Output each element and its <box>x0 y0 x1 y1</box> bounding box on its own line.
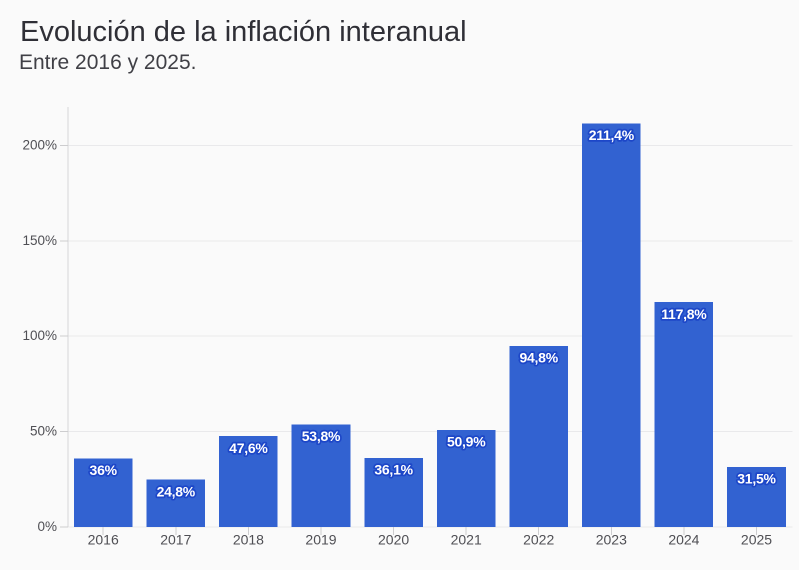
svg-text:47,6%: 47,6% <box>229 440 268 456</box>
svg-text:31,5%: 31,5% <box>737 471 776 487</box>
svg-text:24,8%: 24,8% <box>157 483 196 499</box>
svg-text:36%: 36% <box>90 462 118 478</box>
svg-text:50%: 50% <box>30 424 57 439</box>
svg-text:53,8%: 53,8% <box>302 428 341 444</box>
svg-text:200%: 200% <box>22 137 57 152</box>
svg-text:0%: 0% <box>37 519 57 534</box>
svg-text:36,1%: 36,1% <box>374 462 413 478</box>
svg-text:2021: 2021 <box>451 532 482 548</box>
svg-text:94,8%: 94,8% <box>519 350 558 366</box>
svg-text:2016: 2016 <box>88 532 119 548</box>
svg-text:100%: 100% <box>22 328 57 343</box>
svg-text:2022: 2022 <box>523 532 554 548</box>
svg-text:2020: 2020 <box>378 532 409 548</box>
svg-text:150%: 150% <box>22 233 57 248</box>
svg-text:211,4%: 211,4% <box>589 127 635 143</box>
svg-text:2024: 2024 <box>668 532 699 548</box>
svg-text:2019: 2019 <box>305 532 336 548</box>
svg-text:2025: 2025 <box>741 532 772 548</box>
svg-text:2023: 2023 <box>596 532 627 548</box>
svg-text:50,9%: 50,9% <box>447 434 486 450</box>
svg-text:2018: 2018 <box>233 532 264 548</box>
svg-text:117,8%: 117,8% <box>661 306 707 322</box>
svg-text:2017: 2017 <box>160 532 191 548</box>
